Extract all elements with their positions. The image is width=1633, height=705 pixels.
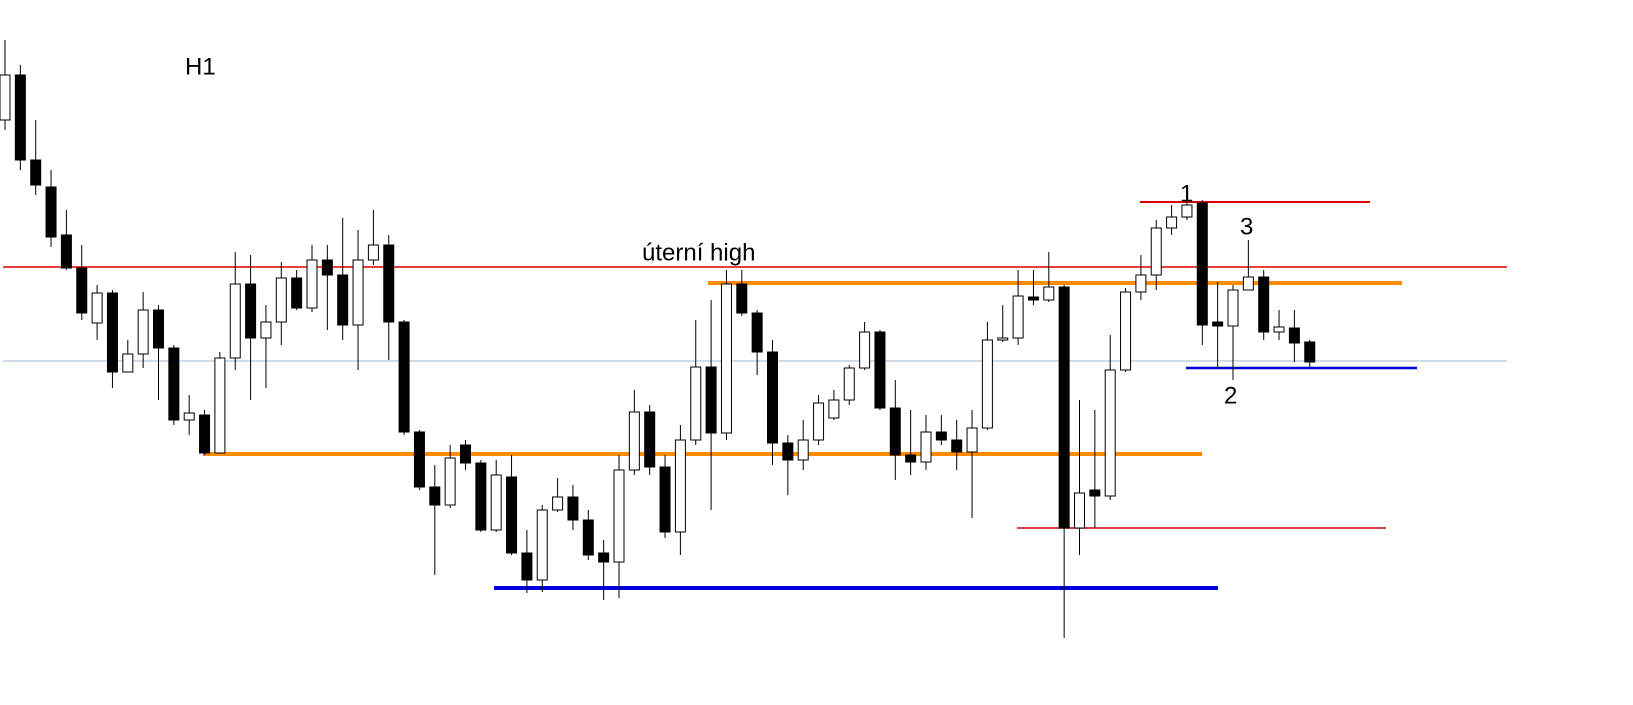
candle-body xyxy=(613,469,625,563)
candle-body xyxy=(199,414,211,454)
candle-body xyxy=(398,321,410,433)
candle-body xyxy=(291,277,303,309)
candle-body xyxy=(628,411,640,471)
candle-body xyxy=(1196,202,1208,326)
candle-body xyxy=(1058,286,1070,529)
candle-body xyxy=(460,444,471,464)
candle-body xyxy=(567,496,579,521)
candle-body xyxy=(122,353,134,373)
candle-body xyxy=(1273,326,1285,333)
candle-body xyxy=(137,309,149,355)
candle-body xyxy=(14,74,26,161)
candle-body xyxy=(30,159,42,186)
candle-body xyxy=(245,283,257,339)
candle-body xyxy=(367,244,379,261)
candle-body xyxy=(490,474,502,531)
candle-body xyxy=(951,439,963,453)
candle-body xyxy=(106,292,118,373)
candle-body xyxy=(60,234,72,269)
candle-body xyxy=(521,552,533,581)
candle-body xyxy=(1104,369,1116,497)
candle-body xyxy=(889,407,901,456)
candle-body xyxy=(383,244,395,323)
candle-body xyxy=(183,412,195,421)
candle-body xyxy=(767,351,778,444)
candle-body xyxy=(598,552,610,563)
candle-body xyxy=(1258,276,1270,333)
candle-body xyxy=(1242,276,1254,291)
candle-body xyxy=(935,431,947,441)
candle-body xyxy=(690,366,702,441)
candle-body xyxy=(1288,327,1300,344)
annotation: 3 xyxy=(1240,213,1253,240)
candle-body xyxy=(321,259,333,276)
candle-body xyxy=(981,339,993,429)
candle-body xyxy=(214,357,226,454)
candle-body xyxy=(1166,216,1178,229)
candle-body xyxy=(1120,291,1132,371)
candle-body xyxy=(1027,296,1039,301)
candle-body xyxy=(905,454,917,463)
candle-body xyxy=(920,431,932,463)
candle-body xyxy=(429,486,441,506)
candle-body xyxy=(813,402,825,441)
candle-body xyxy=(352,259,364,326)
candle-body xyxy=(797,439,809,461)
candle-body xyxy=(260,321,272,339)
candle-body xyxy=(76,267,88,314)
candle-body xyxy=(45,186,57,238)
candle-body xyxy=(337,274,349,326)
candle-body xyxy=(644,411,656,468)
annotation: 1 xyxy=(1180,180,1193,207)
candle-body xyxy=(306,259,318,309)
candle-body xyxy=(720,283,732,434)
candle-body xyxy=(1181,204,1193,218)
annotation: 2 xyxy=(1224,382,1237,409)
candle-body xyxy=(153,309,164,349)
timeframe-label: H1 xyxy=(185,53,216,80)
candle-body xyxy=(751,312,763,353)
candle-body xyxy=(1135,274,1147,293)
candle-body xyxy=(997,337,1009,341)
candle-body xyxy=(705,366,717,434)
candle-body xyxy=(275,277,287,323)
candle-body xyxy=(782,442,794,461)
candle-body xyxy=(1150,227,1162,276)
candle-body xyxy=(91,292,103,324)
candle-body xyxy=(1012,295,1024,339)
candle-body xyxy=(444,457,456,506)
candle-body xyxy=(552,496,564,511)
candle-body xyxy=(859,331,871,369)
candle-body xyxy=(828,399,840,419)
candle-body xyxy=(1227,289,1239,327)
candle-body xyxy=(168,347,180,421)
candle-body xyxy=(1074,492,1085,529)
candle-body xyxy=(1043,286,1055,301)
candle-body xyxy=(1089,489,1101,497)
annotation: úterní high xyxy=(642,239,755,266)
candle-body xyxy=(736,283,748,314)
candle-body xyxy=(229,283,241,359)
candle-body xyxy=(536,509,548,581)
candle-body xyxy=(874,331,886,409)
candle-body xyxy=(475,462,487,531)
candle-body xyxy=(1212,321,1224,327)
candle-body xyxy=(413,431,425,488)
candle-body xyxy=(843,367,855,401)
candle-body xyxy=(1304,341,1316,363)
candle-body xyxy=(0,74,11,121)
candle-body xyxy=(506,476,518,554)
candle-body xyxy=(674,439,686,533)
candle-body xyxy=(966,427,978,453)
candle-body xyxy=(659,466,671,533)
candle-body xyxy=(582,519,594,556)
